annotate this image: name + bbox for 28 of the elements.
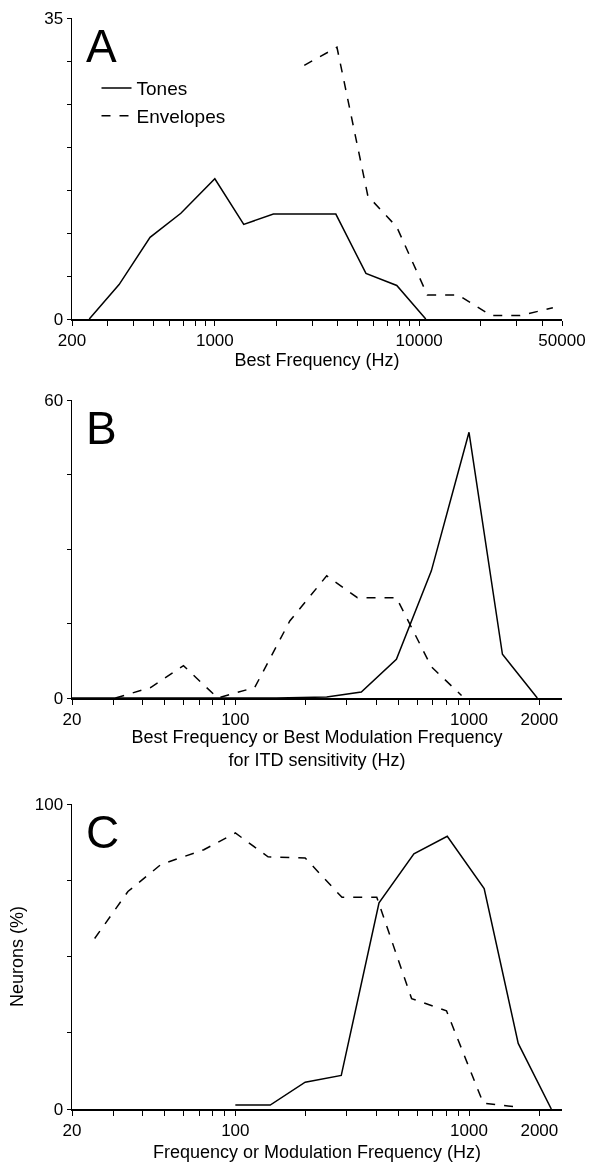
x-tick-label: 2000 xyxy=(520,1120,559,1140)
x-tick-label: 100 xyxy=(221,1120,250,1140)
legend-label: Envelopes xyxy=(136,106,226,128)
line-series xyxy=(303,46,554,317)
y-tick-label: 0 xyxy=(53,1099,64,1119)
x-tick-label: 1000 xyxy=(450,1120,488,1140)
y-tick-label: 35 xyxy=(44,8,64,28)
annotation: A xyxy=(86,20,117,72)
x-tick-label: 20 xyxy=(62,1120,82,1140)
y-tick-label: 100 xyxy=(34,794,64,814)
x-tick-label: 200 xyxy=(57,330,87,350)
x-axis-title: Best Frequency or Best Modulation Frequency for ITD sensitivity (Hz) xyxy=(131,726,503,770)
x-axis-title: Best Frequency (Hz) xyxy=(234,350,400,370)
y-tick-label: 0 xyxy=(53,309,64,329)
legend-label: Tones xyxy=(136,78,188,100)
y-tick-label: 60 xyxy=(44,390,64,410)
x-tick-label: 50000 xyxy=(538,330,586,350)
x-tick-label: 100 xyxy=(221,709,250,729)
x-tick-label: 2000 xyxy=(520,709,559,729)
x-axis-title: Frequency or Modulation Frequency (Hz) xyxy=(152,1141,482,1162)
annotation: B xyxy=(86,402,117,454)
x-tick-label: 20 xyxy=(62,709,82,729)
y-tick-label: 0 xyxy=(53,688,64,708)
x-tick-label: 10000 xyxy=(395,330,443,350)
annotation: C xyxy=(86,806,120,858)
x-tick-label: 1000 xyxy=(450,709,488,729)
y-axis-title: Neurons (%) xyxy=(7,905,28,1008)
x-tick-label: 1000 xyxy=(195,330,234,350)
